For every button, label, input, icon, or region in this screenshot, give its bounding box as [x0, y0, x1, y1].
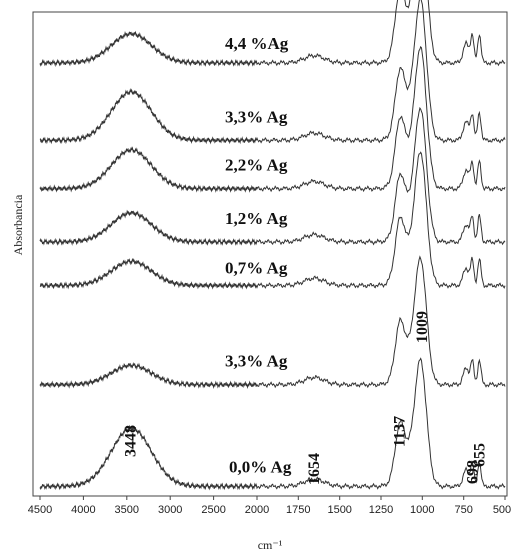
- series-label: 2,2% Ag: [225, 156, 288, 175]
- series-line: [39, 0, 506, 145]
- x-tick-label: 1250: [369, 504, 393, 516]
- x-tick-label: 2000: [245, 504, 269, 516]
- x-tick-label: 1500: [327, 504, 351, 516]
- series-label: 0,7% Ag: [225, 259, 288, 278]
- peak-label: 655: [471, 443, 488, 467]
- x-tick-label: 2500: [201, 504, 225, 516]
- series-label: 3,3% Ag: [225, 352, 288, 371]
- series-label-layer: 4,4 %Ag 3,3% Ag 2,2% Ag 1,2% Ag 0,7% Ag 3,3% …: [225, 34, 292, 476]
- series-label: 3,3% Ag: [225, 107, 288, 126]
- y-axis-label: Absorbancia: [11, 194, 25, 255]
- series-line: [39, 357, 506, 491]
- peak-label: 3448: [122, 425, 139, 457]
- series-line: [39, 0, 506, 68]
- plot-frame: [32, 11, 508, 497]
- series-line: [39, 45, 506, 193]
- x-tick-label: 750: [455, 504, 473, 516]
- x-axis-label: cm⁻¹: [258, 538, 283, 552]
- x-tick-label: 3000: [158, 504, 182, 516]
- peak-label: 1137: [392, 416, 409, 447]
- series-line: [39, 255, 506, 390]
- series-label: 0,0% Ag: [229, 457, 292, 476]
- series-label: 1,2% Ag: [225, 209, 288, 228]
- x-tick-label: 1750: [286, 504, 310, 516]
- peak-label: 1009: [414, 311, 431, 343]
- peak-label: 698: [464, 460, 481, 484]
- x-tick-label: 4000: [71, 504, 95, 516]
- x-tick-layer: 4500 4000 3500 3000 2500 2000 1750 1500 1250 1000…: [28, 496, 511, 516]
- series-label: 4,4 %Ag: [225, 34, 289, 53]
- x-tick-label: 500: [493, 504, 511, 516]
- peak-label: 1654: [306, 453, 323, 485]
- x-tick-label: 1000: [410, 504, 434, 516]
- series-line: [39, 151, 506, 290]
- x-tick-label: 3500: [115, 504, 139, 516]
- series-line: [39, 106, 506, 246]
- x-tick-label: 4500: [28, 504, 52, 516]
- series-layer: [39, 0, 506, 491]
